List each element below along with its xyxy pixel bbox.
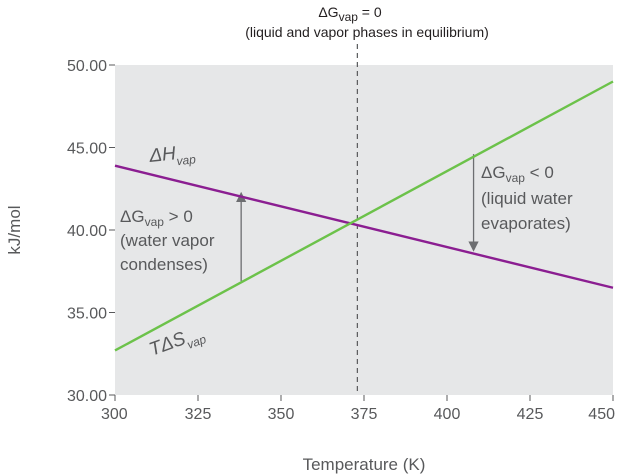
entropy-line <box>114 80 614 352</box>
right-annotation-title: ΔGvap < 0 <box>481 163 554 185</box>
y-tick-label: 40.00 <box>67 223 107 240</box>
plot-area <box>115 65 613 395</box>
left-annotation-line3: condenses) <box>120 255 208 274</box>
x-tick-label: 400 <box>434 406 461 423</box>
x-tick-label: 450 <box>588 406 615 423</box>
enthalpy-series-label: ΔHvap <box>147 141 196 171</box>
enthalpy-line <box>114 164 614 289</box>
x-tick-label: 325 <box>185 406 212 423</box>
left-annotation-title: ΔGvap > 0 <box>120 207 193 229</box>
y-tick-label: 30.00 <box>67 388 107 405</box>
x-tick-label: 350 <box>268 406 295 423</box>
y-tick-label: 50.00 <box>67 58 107 75</box>
x-tick-label: 375 <box>351 406 378 423</box>
y-tick-label: 35.00 <box>67 306 107 323</box>
equilibrium-note: (liquid and vapor phases in equilibrium) <box>245 24 489 40</box>
x-axis: 300 325 350 375 400 425 450 <box>101 395 615 423</box>
y-axis: 30.00 35.00 40.00 45.00 50.00 <box>67 58 115 405</box>
right-annotation-line3: evaporates) <box>481 214 571 233</box>
y-axis-title: kJ/mol <box>5 205 24 254</box>
x-axis-title: Temperature (K) <box>303 455 426 474</box>
left-annotation-line2: (water vapor <box>120 231 215 250</box>
x-tick-label: 425 <box>517 406 544 423</box>
right-annotation-line2: (liquid water <box>481 189 573 208</box>
y-tick-label: 45.00 <box>67 141 107 158</box>
x-tick-label: 300 <box>101 406 128 423</box>
equilibrium-label: ΔGvap = 0 <box>318 4 382 24</box>
